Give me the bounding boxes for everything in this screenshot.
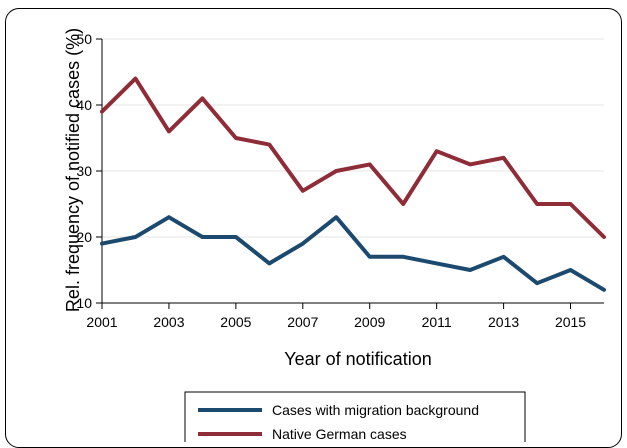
legend-label-migration: Cases with migration background [272,402,479,418]
legend-label-native-german: Native German cases [272,426,407,442]
x-axis-title: Year of notification [284,349,431,369]
x-tick-label-7: 2015 [555,314,586,330]
series-line-0 [102,217,604,290]
x-tick-label-6: 2013 [488,314,519,330]
x-tick-label-2: 2005 [220,314,251,330]
grid-lines [102,39,604,303]
y-axis-title: Rel. frequency of notified cases (%) [63,28,83,312]
x-tick-label-1: 2003 [153,314,184,330]
x-tick-label-5: 2011 [422,314,452,330]
x-tick-label-0: 2001 [86,314,117,330]
series-line-1 [102,79,604,237]
x-axis-ticks: 2001 2003 2005 2007 2009 2011 2013 2015 [86,303,586,330]
x-tick-label-3: 2007 [287,314,318,330]
legend: Cases with migration background Native G… [185,392,525,442]
x-tick-label-4: 2009 [354,314,385,330]
series-lines [102,79,604,290]
